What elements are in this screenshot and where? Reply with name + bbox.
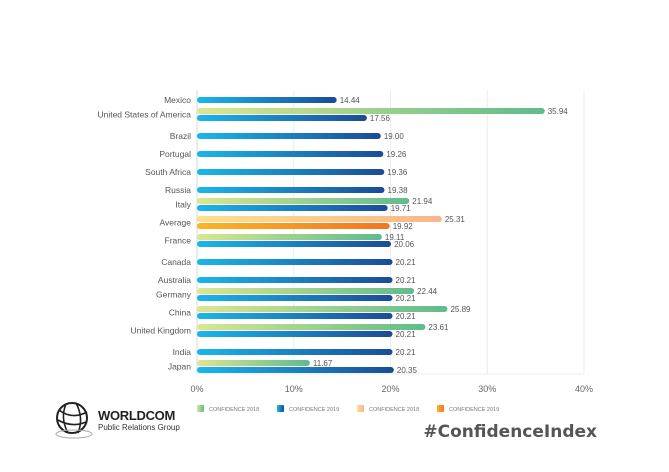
legend-swatch <box>357 405 364 412</box>
bar-italy <box>197 198 410 204</box>
category-label: Mexico <box>164 95 191 105</box>
bar-france <box>197 234 382 240</box>
category-label: Brazil <box>170 131 191 141</box>
data-label: 25.89 <box>450 305 471 314</box>
category-label: France <box>165 236 192 246</box>
data-label: 20.21 <box>396 258 417 267</box>
bar-united-kingdom <box>197 331 393 337</box>
data-label: 20.21 <box>396 294 417 303</box>
legend-label: CONFIDENCE 2018 <box>209 407 259 413</box>
category-label: China <box>169 308 191 318</box>
bar-india <box>197 349 393 355</box>
data-label: 19.92 <box>393 222 414 231</box>
bar-russia <box>197 187 385 193</box>
category-label: United States of America <box>97 110 191 120</box>
data-label: 19.11 <box>385 233 405 242</box>
data-label: 20.21 <box>396 330 417 339</box>
bar-italy <box>197 205 388 211</box>
data-label: 20.21 <box>396 276 417 285</box>
data-label: 20.21 <box>396 312 417 321</box>
globe-icon <box>55 402 93 439</box>
data-label: 19.71 <box>391 204 412 213</box>
bar-japan <box>197 367 394 373</box>
data-label: 22.44 <box>417 287 438 296</box>
x-tick-label: 20% <box>381 384 399 394</box>
data-label: 23.61 <box>428 323 449 332</box>
bar-china <box>197 306 448 312</box>
data-label: 11.67 <box>313 359 333 368</box>
legend-swatch <box>437 405 444 412</box>
data-label: 20.21 <box>396 348 417 357</box>
bar-australia <box>197 277 393 283</box>
bar-japan <box>197 360 310 366</box>
bar-germany <box>197 295 393 301</box>
data-label: 17.56 <box>370 114 391 123</box>
data-label: 20.35 <box>397 366 418 375</box>
category-label: Average <box>159 218 191 228</box>
category-label: Italy <box>175 200 191 210</box>
data-label: 20.06 <box>394 240 415 249</box>
category-label: India <box>173 347 192 357</box>
bar-brazil <box>197 133 381 139</box>
bar-germany <box>197 288 415 294</box>
data-label: 14.44 <box>340 96 361 105</box>
bar-united-kingdom <box>197 324 426 330</box>
legend-label: CONFIDENCE 2019 <box>449 407 499 413</box>
data-label: 19.00 <box>384 132 405 141</box>
hashtag: #ConfidenceIndex <box>423 422 597 442</box>
data-label: 19.26 <box>386 150 407 159</box>
bar-canada <box>197 259 393 265</box>
worldcom-logo: WORLDCOM Public Relations Group <box>52 400 180 440</box>
bar-mexico <box>197 97 337 103</box>
legend-swatch <box>197 405 204 412</box>
data-label: 35.94 <box>548 107 569 116</box>
bar-south-africa <box>197 169 385 175</box>
x-tick-label: 10% <box>285 384 303 394</box>
category-label: South Africa <box>145 167 191 177</box>
bar-united-states-of-america <box>197 115 367 121</box>
legend-label: CONFIDENCE 2019 <box>289 407 339 413</box>
bar-portugal <box>197 151 384 157</box>
category-label: Australia <box>158 275 191 285</box>
category-label: United Kingdom <box>131 326 191 336</box>
legend-swatch <box>277 405 284 412</box>
data-label: 25.31 <box>445 215 466 224</box>
data-label: 19.38 <box>388 186 409 195</box>
category-label: Portugal <box>159 149 191 159</box>
bar-china <box>197 313 393 319</box>
data-label: 19.36 <box>387 168 408 177</box>
logo-name: WORLDCOM <box>98 408 176 423</box>
category-label: Germany <box>156 290 192 300</box>
category-label: Russia <box>165 185 191 195</box>
bar-united-states-of-america <box>197 108 545 114</box>
data-label: 21.94 <box>412 197 433 206</box>
category-label: Canada <box>161 257 191 267</box>
bar-average <box>197 216 442 222</box>
x-tick-label: 30% <box>478 384 496 394</box>
legend-label: CONFIDENCE 2018 <box>369 407 419 413</box>
bar-france <box>197 241 392 247</box>
category-label: Japan <box>168 362 191 372</box>
bar-average <box>197 223 390 229</box>
x-tick-label: 40% <box>575 384 593 394</box>
x-tick-label: 0% <box>190 384 203 394</box>
logo-subtitle: Public Relations Group <box>98 423 180 432</box>
